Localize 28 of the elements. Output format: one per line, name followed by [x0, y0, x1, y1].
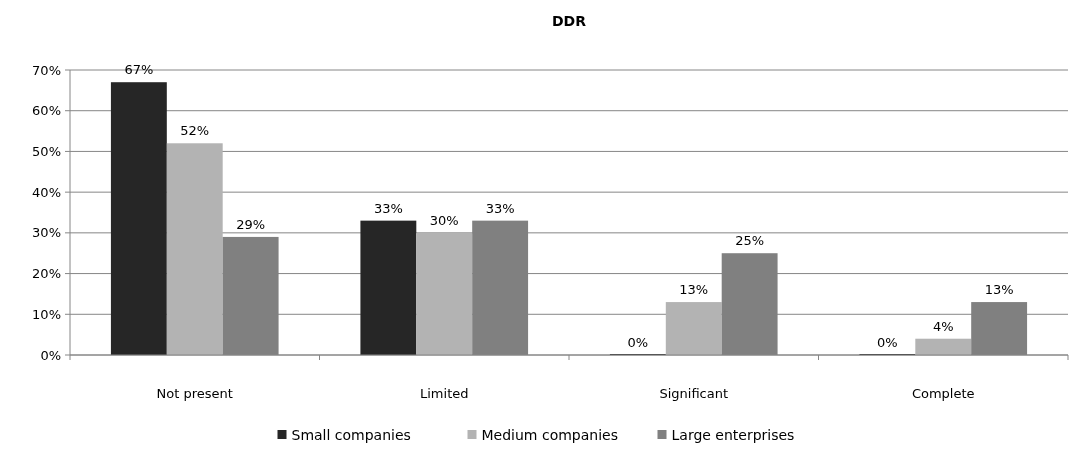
x-tick-label: Not present	[156, 386, 233, 401]
data-label: 13%	[984, 282, 1014, 298]
data-label: 0%	[627, 335, 649, 350]
data-label: 52%	[180, 123, 210, 139]
data-label: 29%	[236, 216, 266, 232]
data-label: 67%	[124, 62, 154, 78]
chart-title: DDR	[551, 13, 587, 29]
data-label: 30%	[429, 212, 459, 228]
y-tick-label: 50%	[32, 143, 61, 159]
y-tick-label: 70%	[32, 62, 61, 78]
y-tick-label: 10%	[32, 306, 61, 322]
y-tick-label: 40%	[32, 184, 61, 200]
x-tick-label: Complete	[911, 386, 975, 401]
y-tick-label: 0%	[40, 347, 61, 363]
data-label: 4%	[932, 318, 954, 334]
data-label: 0%	[877, 335, 898, 350]
data-label: 33%	[485, 200, 515, 216]
data-label: 25%	[735, 233, 765, 249]
legend-label: Large enterprises	[671, 426, 795, 443]
legend-label: Small companies	[291, 426, 411, 443]
data-label: 13%	[679, 282, 709, 298]
y-tick-label: 20%	[32, 266, 61, 282]
y-tick-label: 30%	[32, 225, 61, 241]
x-tick-label: Limited	[420, 386, 469, 401]
y-tick-label: 60%	[32, 103, 61, 119]
legend-label: Medium companies	[481, 426, 618, 443]
x-tick-label: Significant	[659, 386, 729, 401]
data-label: 33%	[373, 200, 403, 216]
